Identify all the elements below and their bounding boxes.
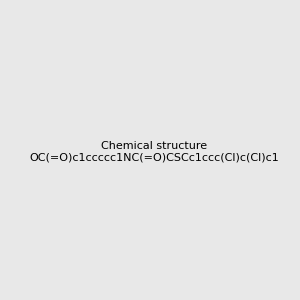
Text: Chemical structure
OC(=O)c1ccccc1NC(=O)CSCc1ccc(Cl)c(Cl)c1: Chemical structure OC(=O)c1ccccc1NC(=O)C… <box>29 141 279 162</box>
